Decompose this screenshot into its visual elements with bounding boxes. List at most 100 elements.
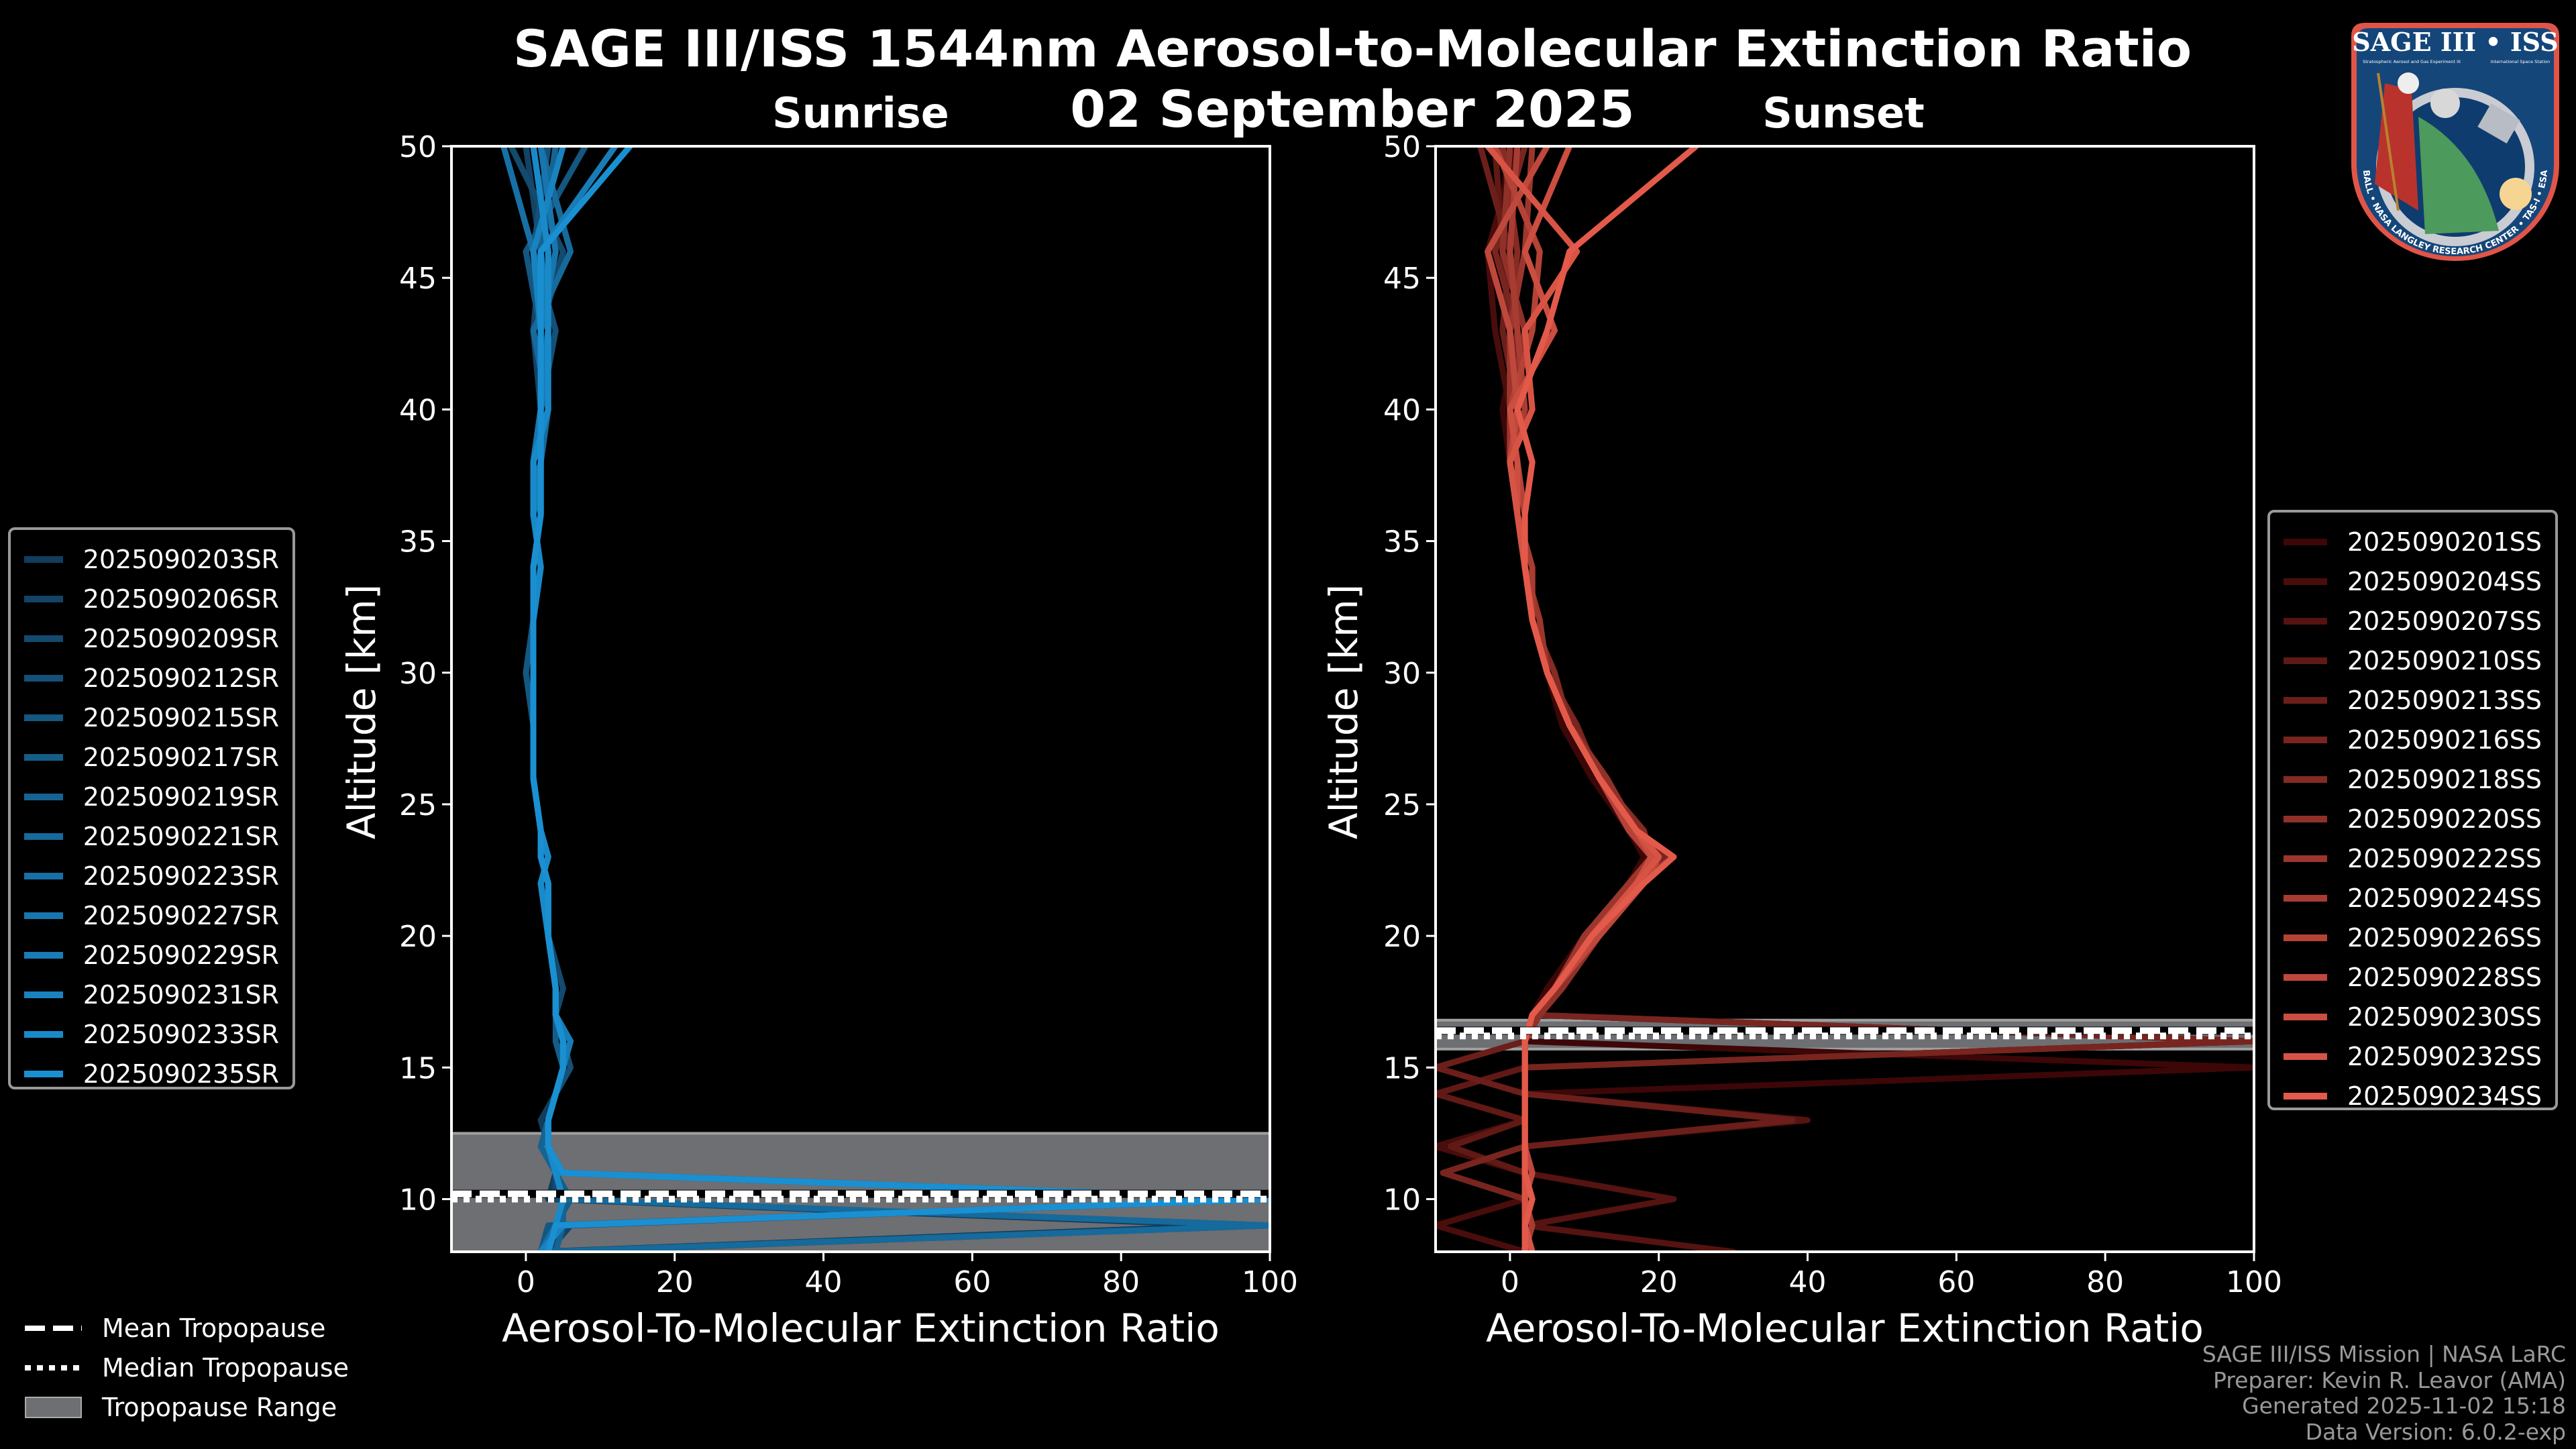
footer-data-version: Data Version: 6.0.2-exp	[2305, 1418, 2566, 1445]
y-tick-label: 50	[1383, 130, 1421, 164]
legend-line-swatch	[2284, 1053, 2327, 1060]
chart-title: SAGE III/ISS 1544nm Aerosol-to-Molecular…	[513, 19, 2192, 78]
legend-line-swatch	[24, 595, 63, 602]
profile-line-2025090235SR	[530, 146, 1270, 1252]
legend-label: 2025090207SS	[2347, 606, 2542, 636]
y-tick-label: 30	[399, 657, 437, 691]
profile-line-2025090206SR	[523, 146, 1270, 1252]
x-tick-label: 20	[656, 1265, 694, 1299]
y-tick-label: 50	[399, 130, 437, 164]
y-tick-label: 35	[399, 525, 437, 559]
x-tick-label: 0	[1501, 1265, 1519, 1299]
legend-line-swatch	[2284, 973, 2327, 981]
profile-line-2025090201SS	[1492, 146, 2254, 1252]
sunrise-plot-area	[451, 146, 1270, 1252]
y-tick-label: 25	[399, 788, 437, 822]
y-tick-label: 15	[399, 1051, 437, 1085]
sunset-plot-area	[1436, 146, 2254, 1252]
legend-label: 2025090228SS	[2347, 962, 2542, 992]
legend-label: 2025090209SR	[83, 623, 279, 653]
logo-subtitle: International Space Station	[2491, 59, 2551, 64]
footer-preparer: Preparer: Kevin R. Leavor (AMA)	[2213, 1366, 2566, 1393]
legend-item: 2025090231SR	[24, 975, 279, 1014]
profile-line-2025090234SS	[1514, 146, 1699, 1252]
legend-line-swatch	[24, 872, 63, 879]
sunrise-panel-title: Sunrise	[772, 89, 949, 138]
legend-mean-tropopause: Mean Tropopause	[25, 1308, 349, 1348]
legend-item: 2025090203SR	[24, 539, 279, 579]
legend-label: 2025090221SR	[83, 821, 279, 851]
legend-tropopause-range: Tropopause Range	[25, 1387, 349, 1427]
x-tick-label: 100	[1242, 1265, 1298, 1299]
legend-line-swatch	[24, 1030, 63, 1038]
legend-line-swatch	[2284, 1013, 2327, 1020]
legend-line-swatch	[24, 555, 63, 563]
legend-line-swatch	[2284, 815, 2327, 822]
y-tick-label: 40	[399, 393, 437, 427]
legend-item: 2025090219SR	[24, 777, 279, 816]
y-tick-label: 20	[399, 920, 437, 954]
legend-line-swatch	[2284, 696, 2327, 704]
footer-generated: Generated 2025-11-02 15:18	[2242, 1393, 2566, 1419]
legend-median-tropopause: Median Tropopause	[25, 1348, 349, 1387]
legend-line-swatch	[2284, 736, 2327, 743]
legend-label: 2025090233SR	[83, 1019, 279, 1049]
x-tick-label: 40	[1789, 1265, 1827, 1299]
sunrise-y-axis-label: Altitude [km]	[339, 584, 384, 839]
tropopause-legend: Mean Tropopause Median Tropopause Tropop…	[25, 1308, 349, 1427]
y-tick-label: 10	[399, 1183, 437, 1218]
dashed-line-icon	[25, 1322, 82, 1335]
legend-line-swatch	[24, 1070, 63, 1077]
legend-item: 2025090204SS	[2284, 561, 2542, 601]
sunset-axes-frame	[1434, 145, 2255, 1253]
legend-item: 2025090207SS	[2284, 601, 2542, 641]
x-tick-label: 0	[517, 1265, 535, 1299]
legend-line-swatch	[24, 714, 63, 721]
legend-label: 2025090219SR	[83, 782, 279, 812]
legend-item: 2025090233SR	[24, 1014, 279, 1054]
legend-label: Tropopause Range	[102, 1392, 337, 1422]
legend-label: 2025090213SS	[2347, 685, 2542, 715]
legend-item: 2025090227SR	[24, 896, 279, 935]
profile-line-2025090209SR	[508, 146, 1270, 1252]
footer-mission: SAGE III/ISS Mission | NASA LaRC	[2202, 1341, 2566, 1367]
legend-item: 2025090234SS	[2284, 1076, 2542, 1116]
legend-item: 2025090221SR	[24, 816, 279, 856]
legend-label: 2025090217SR	[83, 742, 279, 772]
logo-text: SAGE III • ISS	[2352, 27, 2558, 57]
legend-item: 2025090229SR	[24, 935, 279, 975]
legend-line-swatch	[24, 753, 63, 761]
legend-line-swatch	[24, 912, 63, 919]
legend-line-swatch	[24, 674, 63, 682]
y-tick-label: 10	[1383, 1183, 1421, 1218]
legend-label: 2025090222SS	[2347, 843, 2542, 873]
legend-label: 2025090230SS	[2347, 1002, 2542, 1032]
x-tick-label: 80	[1102, 1265, 1140, 1299]
x-tick-label: 60	[953, 1265, 991, 1299]
profile-line-2025090231SR	[530, 146, 1270, 1252]
legend-line-swatch	[24, 951, 63, 959]
profile-line-2025090215SR	[523, 146, 1270, 1252]
y-tick-label: 40	[1383, 393, 1421, 427]
legend-item: 2025090230SS	[2284, 997, 2542, 1036]
sage-iii-iss-mission-logo: SAGE III • ISS Stratospheric Aerosol and…	[2351, 23, 2559, 261]
sunset-legend: 2025090201SS 2025090204SS 2025090207SS 2025…	[2267, 510, 2558, 1111]
legend-line-swatch	[2284, 578, 2327, 585]
legend-item: 2025090222SS	[2284, 839, 2542, 878]
x-tick-label: 100	[2226, 1265, 2282, 1299]
legend-item: 2025090223SR	[24, 856, 279, 896]
legend-label: 2025090216SS	[2347, 724, 2542, 755]
x-tick-label: 40	[805, 1265, 843, 1299]
legend-label: 2025090229SR	[83, 940, 279, 970]
y-tick-label: 20	[1383, 920, 1421, 954]
legend-line-swatch	[2284, 657, 2327, 664]
legend-label: 2025090212SR	[83, 663, 279, 693]
legend-label: 2025090226SS	[2347, 922, 2542, 953]
legend-line-swatch	[2284, 617, 2327, 625]
profile-line-2025090221SR	[530, 146, 1270, 1252]
legend-line-swatch	[24, 991, 63, 998]
sunset-panel-title: Sunset	[1762, 89, 1925, 138]
legend-label: 2025090218SS	[2347, 764, 2542, 794]
legend-item: 2025090212SR	[24, 658, 279, 698]
